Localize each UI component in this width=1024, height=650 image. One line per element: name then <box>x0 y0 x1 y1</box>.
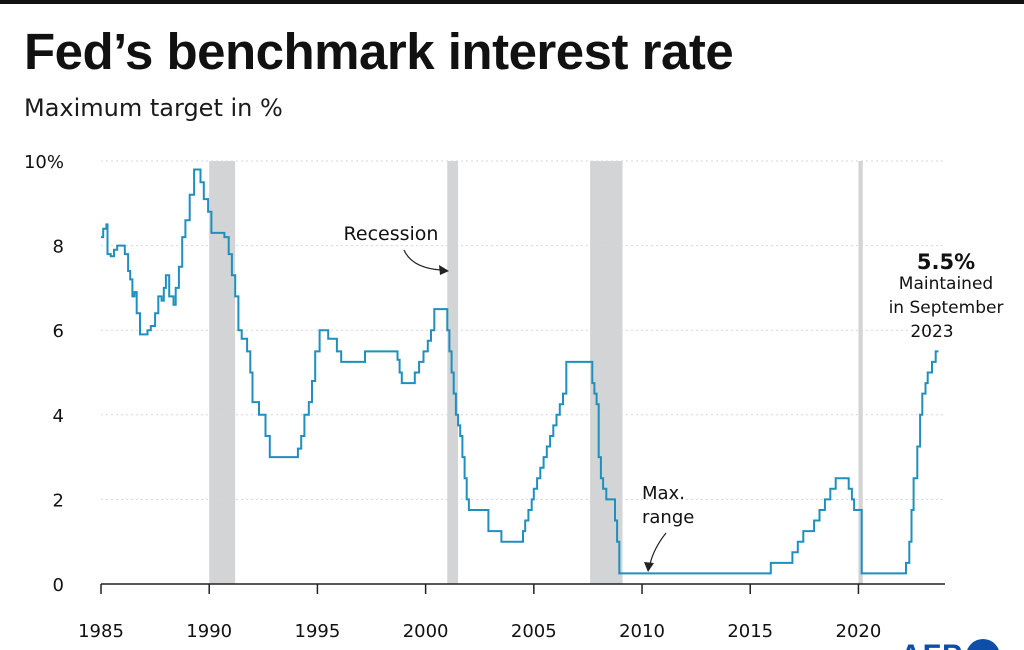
latest-note-label: Maintained <box>899 274 993 294</box>
recession-band <box>209 161 236 584</box>
latest-note-label: 2023 <box>910 322 953 342</box>
x-tick-label: 2020 <box>836 621 882 642</box>
y-tick-label: 4 <box>53 406 64 427</box>
afp-logo-text: AFP <box>900 639 963 650</box>
recession-label: Recession <box>344 223 439 245</box>
afp-logo-circle <box>966 639 1000 650</box>
y-tick-label: 8 <box>53 237 64 258</box>
x-tick-label: 1995 <box>295 621 341 642</box>
x-tick-label: 1985 <box>78 621 124 642</box>
y-tick-label: 10% <box>24 152 64 173</box>
recession-arrow <box>403 249 442 271</box>
y-tick-label: 2 <box>53 490 64 511</box>
latest-note-label: in September <box>889 298 1004 318</box>
x-tick-label: 2010 <box>619 621 665 642</box>
x-tick-label: 2005 <box>511 621 557 642</box>
recession-arrowhead <box>439 265 449 275</box>
chart-subtitle: Maximum target in % <box>24 94 283 122</box>
max-range-arrow <box>649 532 667 565</box>
x-tick-label: 2000 <box>403 621 449 642</box>
max-range-arrowhead <box>644 562 654 572</box>
y-tick-label: 0 <box>53 575 64 596</box>
chart-title: Fed’s benchmark interest rate <box>24 23 734 80</box>
recession-band <box>590 161 623 584</box>
afp-logo: AFP <box>900 637 1024 650</box>
max-range-label: Max. <box>642 483 685 504</box>
top-rule <box>0 0 1024 4</box>
y-tick-label: 6 <box>53 321 64 342</box>
rate-line <box>101 168 939 575</box>
latest-value-label: 5.5% <box>917 250 975 274</box>
recession-band <box>858 161 863 584</box>
x-tick-label: 1990 <box>186 621 232 642</box>
x-tick-label: 2015 <box>727 621 773 642</box>
max-range-label: range <box>642 507 694 528</box>
